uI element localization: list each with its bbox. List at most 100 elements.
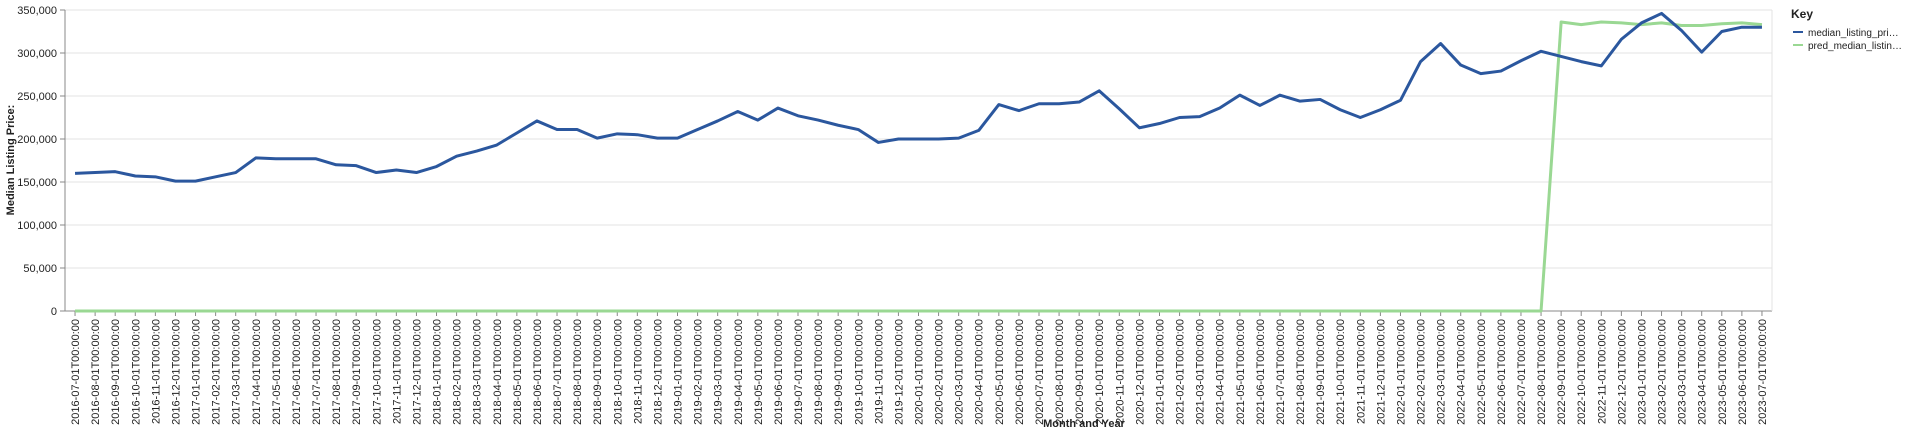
x-tick-label: 2019-11-01T00:00:00 — [873, 319, 885, 424]
x-tick-label: 2023-07-01T00:00:00 — [1757, 319, 1769, 425]
x-tick-label: 2019-01-01T00:00:00 — [673, 319, 685, 425]
x-tick-label: 2023-05-01T00:00:00 — [1717, 319, 1729, 425]
x-tick-label: 2017-04-01T00:00:00 — [251, 319, 263, 425]
x-tick-label: 2020-05-01T00:00:00 — [994, 319, 1006, 425]
x-tick-label: 2016-09-01T00:00:00 — [110, 319, 122, 425]
x-tick-label: 2019-03-01T00:00:00 — [713, 319, 725, 425]
x-tick-label: 2017-09-01T00:00:00 — [351, 319, 363, 425]
x-tick-label: 2022-12-01T00:00:00 — [1616, 319, 1628, 425]
x-tick-label: 2018-05-01T00:00:00 — [512, 319, 524, 425]
x-tick-label: 2016-08-01T00:00:00 — [90, 319, 102, 425]
x-tick-label: 2023-03-01T00:00:00 — [1677, 319, 1689, 425]
x-tick-label: 2022-06-01T00:00:00 — [1496, 319, 1508, 425]
x-tick-label: 2018-02-01T00:00:00 — [452, 319, 464, 425]
x-tick-label: 2022-01-01T00:00:00 — [1395, 319, 1407, 425]
y-tick-label: 100,000 — [17, 220, 57, 232]
x-tick-label: 2017-06-01T00:00:00 — [291, 319, 303, 425]
x-tick-label: 2019-08-01T00:00:00 — [813, 319, 825, 425]
x-tick-label: 2016-10-01T00:00:00 — [130, 319, 142, 425]
x-tick-label: 2023-04-01T00:00:00 — [1697, 319, 1709, 425]
x-tick-label: 2020-12-01T00:00:00 — [1134, 319, 1146, 425]
x-tick-label: 2018-10-01T00:00:00 — [612, 319, 624, 425]
x-tick-label: 2020-03-01T00:00:00 — [954, 319, 966, 425]
x-tick-label: 2021-09-01T00:00:00 — [1315, 319, 1327, 425]
x-tick-label: 2018-12-01T00:00:00 — [652, 319, 664, 425]
line-series — [75, 20, 1763, 313]
legend-title: Key — [1791, 7, 1813, 21]
x-tick-label: 2017-01-01T00:00:00 — [191, 319, 203, 425]
x-tick-label: 2018-01-01T00:00:00 — [432, 319, 444, 425]
x-tick-label: 2018-06-01T00:00:00 — [532, 319, 544, 425]
x-tick-label: 2020-10-01T00:00:00 — [1094, 319, 1106, 425]
x-tick-label: 2022-04-01T00:00:00 — [1456, 319, 1468, 425]
x-tick-label: 2020-04-01T00:00:00 — [974, 319, 986, 425]
y-tick-label: 250,000 — [17, 91, 57, 103]
x-tick-label: 2022-08-01T00:00:00 — [1536, 319, 1548, 425]
x-tick-label: 2017-08-01T00:00:00 — [331, 319, 343, 425]
x-tick-label: 2021-11-01T00:00:00 — [1355, 319, 1367, 424]
x-tick-label: 2019-05-01T00:00:00 — [753, 319, 765, 425]
x-tick-label: 2019-07-01T00:00:00 — [793, 319, 805, 425]
x-tick-label: 2019-04-01T00:00:00 — [733, 319, 745, 425]
x-tick-label: 2018-07-01T00:00:00 — [552, 319, 564, 425]
x-tick-label: 2023-02-01T00:00:00 — [1657, 319, 1669, 425]
x-tick-label: 2020-01-01T00:00:00 — [914, 319, 926, 425]
x-tick-label: 2022-05-01T00:00:00 — [1476, 319, 1488, 425]
x-tick-label: 2020-06-01T00:00:00 — [1014, 319, 1026, 425]
x-tick-label: 2022-10-01T00:00:00 — [1576, 319, 1588, 425]
x-tick-label: 2019-06-01T00:00:00 — [773, 319, 785, 425]
x-tick-label: 2021-08-01T00:00:00 — [1295, 319, 1307, 425]
x-tick-label: 2017-12-01T00:00:00 — [411, 319, 423, 425]
x-tick-label: 2022-09-01T00:00:00 — [1556, 319, 1568, 425]
x-tick-label: 2017-10-01T00:00:00 — [371, 319, 383, 425]
x-tick-label: 2021-12-01T00:00:00 — [1375, 319, 1387, 425]
x-tick-label: 2017-05-01T00:00:00 — [271, 319, 283, 425]
x-tick-label: 2021-03-01T00:00:00 — [1195, 319, 1207, 425]
x-tick-label: 2018-11-01T00:00:00 — [632, 319, 644, 424]
x-tick-label: 2021-10-01T00:00:00 — [1335, 319, 1347, 425]
x-tick-label: 2021-02-01T00:00:00 — [1175, 319, 1187, 425]
x-axis-title: Month and Year — [1043, 418, 1125, 430]
x-tick-label: 2020-09-01T00:00:00 — [1074, 319, 1086, 425]
x-tick-label: 2022-11-01T00:00:00 — [1596, 319, 1608, 424]
x-tick-label: 2022-07-01T00:00:00 — [1516, 319, 1528, 425]
x-tick-label: 2021-01-01T00:00:00 — [1154, 319, 1166, 425]
y-tick-label: 350,000 — [17, 5, 57, 17]
x-tick-label: 2017-02-01T00:00:00 — [211, 319, 223, 425]
y-tick-label: 200,000 — [17, 134, 57, 146]
x-tick-label: 2018-04-01T00:00:00 — [492, 319, 504, 425]
x-tick-label: 2021-04-01T00:00:00 — [1215, 319, 1227, 425]
x-tick-label: 2021-05-01T00:00:00 — [1235, 319, 1247, 425]
x-tick-label: 2016-07-01T00:00:00 — [70, 319, 82, 425]
legend-label: pred_median_listin… — [1808, 41, 1902, 52]
x-tick-label: 2023-01-01T00:00:00 — [1636, 319, 1648, 425]
x-tick-label: 2022-03-01T00:00:00 — [1436, 319, 1448, 425]
x-tick-label: 2020-07-01T00:00:00 — [1034, 319, 1046, 425]
legend-label: median_listing_pri… — [1808, 28, 1899, 39]
y-tick-label: 50,000 — [23, 263, 57, 275]
x-tick-label: 2020-08-01T00:00:00 — [1054, 319, 1066, 425]
x-tick-label: 2020-11-01T00:00:00 — [1114, 319, 1126, 424]
x-tick-label: 2021-07-01T00:00:00 — [1275, 319, 1287, 425]
x-tick-label: 2018-08-01T00:00:00 — [572, 319, 584, 425]
x-tick-label: 2021-06-01T00:00:00 — [1255, 319, 1267, 425]
x-tick-label: 2017-11-01T00:00:00 — [391, 319, 403, 424]
x-tick-label: 2019-12-01T00:00:00 — [893, 319, 905, 425]
x-tick-label: 2020-02-01T00:00:00 — [934, 319, 946, 425]
x-tick-label: 2019-09-01T00:00:00 — [833, 319, 845, 425]
x-tick-label: 2016-12-01T00:00:00 — [170, 319, 182, 425]
x-tick-label: 2016-11-01T00:00:00 — [150, 319, 162, 424]
x-tick-label: 2019-02-01T00:00:00 — [693, 319, 705, 425]
x-tick-label: 2018-03-01T00:00:00 — [472, 319, 484, 425]
x-tick-label: 2019-10-01T00:00:00 — [853, 319, 865, 425]
x-tick-label: 2017-07-01T00:00:00 — [311, 319, 323, 425]
x-tick-label: 2023-06-01T00:00:00 — [1737, 319, 1749, 425]
x-tick-label: 2022-02-01T00:00:00 — [1416, 319, 1428, 425]
y-tick-label: 300,000 — [17, 48, 57, 60]
y-tick-label: 0 — [51, 306, 57, 318]
y-tick-label: 150,000 — [17, 177, 57, 189]
x-tick-label: 2017-03-01T00:00:00 — [231, 319, 243, 425]
line-series — [74, 11, 1762, 183]
x-tick-label: 2018-09-01T00:00:00 — [592, 319, 604, 425]
